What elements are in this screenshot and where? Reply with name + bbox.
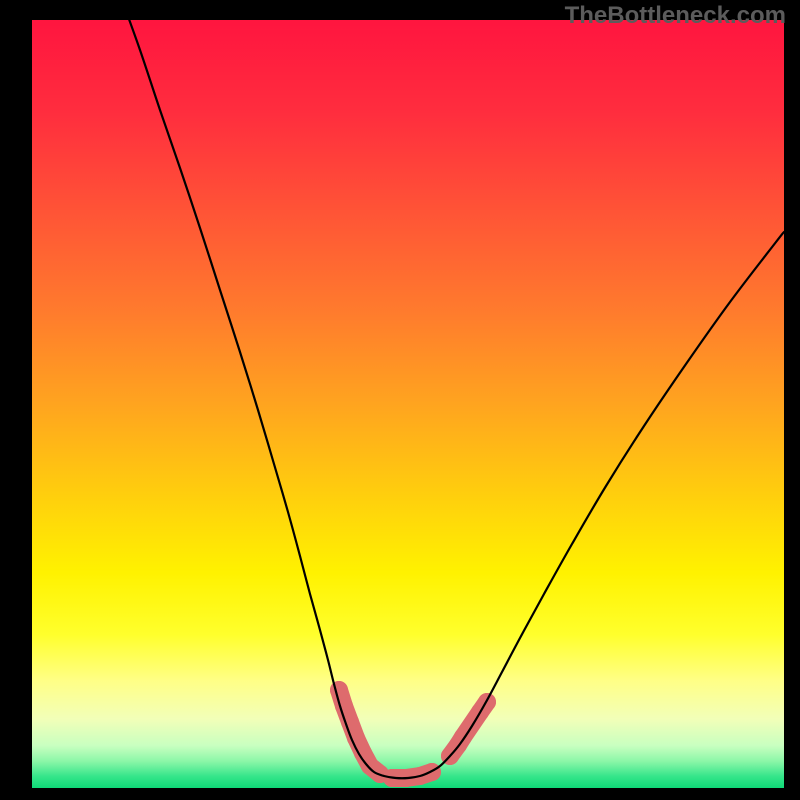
gradient-background bbox=[32, 20, 784, 788]
watermark-text: TheBottleneck.com bbox=[565, 2, 786, 30]
bottleneck-chart bbox=[0, 0, 800, 800]
accent-left-dot bbox=[330, 681, 348, 699]
